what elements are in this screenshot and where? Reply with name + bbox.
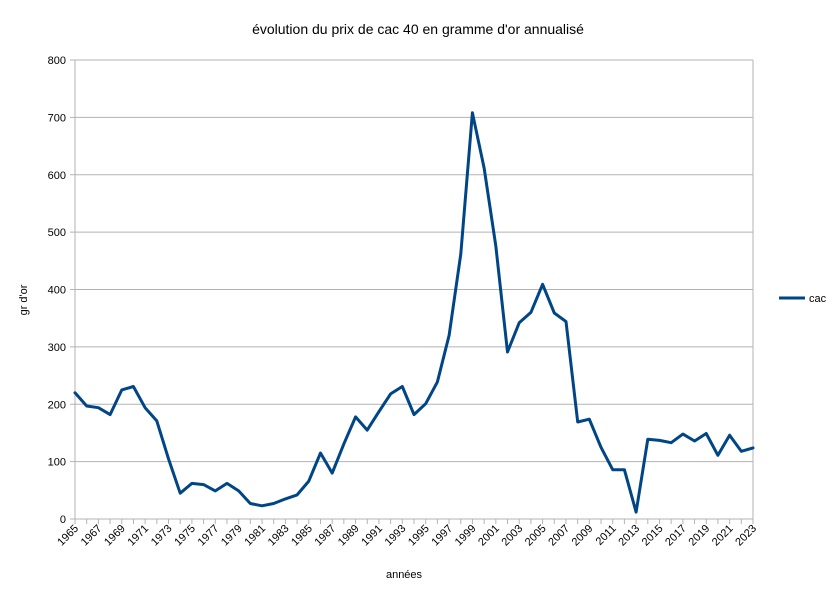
y-tick-label: 600 [48, 170, 66, 182]
y-tick-label: 800 [48, 55, 66, 67]
x-tick-label: 1985 [289, 523, 315, 549]
x-tick-label: 1975 [172, 523, 198, 549]
x-tick-label: 2007 [546, 523, 572, 549]
legend: cac [779, 293, 827, 305]
y-tick-label: 300 [48, 342, 66, 354]
y-tick-label: 700 [48, 112, 66, 124]
x-tick-label: 1967 [79, 523, 105, 549]
series-line-cac [73, 111, 755, 514]
x-tick-label: 2009 [570, 523, 596, 549]
x-tick-label: 1983 [266, 523, 292, 549]
x-axis-label: années [386, 569, 423, 581]
x-tick-label: 2015 [640, 523, 666, 549]
y-tick-label: 0 [60, 514, 66, 526]
x-tick-label: 1971 [125, 523, 151, 549]
gridlines [74, 59, 754, 520]
x-tick-label: 2017 [663, 523, 689, 549]
y-tick-label: 100 [48, 457, 66, 469]
x-axis: 1965196719691971197319751977197919811983… [55, 519, 759, 548]
x-tick-label: 2019 [687, 523, 713, 549]
x-tick-label: 1977 [196, 523, 222, 549]
y-tick-label: 200 [48, 399, 66, 411]
legend-label: cac [809, 293, 827, 305]
x-tick-label: 1995 [406, 523, 432, 549]
x-tick-label: 2001 [476, 523, 502, 549]
x-tick-label: 2023 [733, 523, 759, 549]
x-tick-label: 2005 [523, 523, 549, 549]
chart-title: évolution du prix de cac 40 en gramme d'… [252, 21, 584, 37]
x-tick-label: 2011 [594, 523, 619, 548]
x-tick-label: 1999 [453, 523, 479, 549]
x-tick-label: 1987 [312, 523, 338, 549]
y-tick-label: 500 [48, 227, 66, 239]
x-tick-label: 1991 [359, 523, 385, 549]
y-tick-label: 400 [48, 285, 66, 297]
x-tick-label: 2013 [616, 523, 642, 549]
x-tick-label: 1965 [55, 523, 81, 549]
y-axis-label: gr d'or [18, 284, 30, 315]
x-tick-label: 1989 [336, 523, 362, 549]
x-tick-label: 1981 [242, 523, 268, 549]
series-lines [73, 111, 755, 514]
x-tick-label: 2003 [500, 523, 526, 549]
x-tick-label: 2021 [710, 523, 736, 549]
x-tick-label: 1969 [102, 523, 128, 549]
x-tick-label: 1979 [219, 523, 245, 549]
x-tick-label: 1973 [149, 523, 175, 549]
x-tick-label: 1993 [383, 523, 409, 549]
x-tick-label: 1997 [429, 523, 455, 549]
y-axis: 0 100 200 300 400 500 600 700 800 [48, 55, 75, 526]
